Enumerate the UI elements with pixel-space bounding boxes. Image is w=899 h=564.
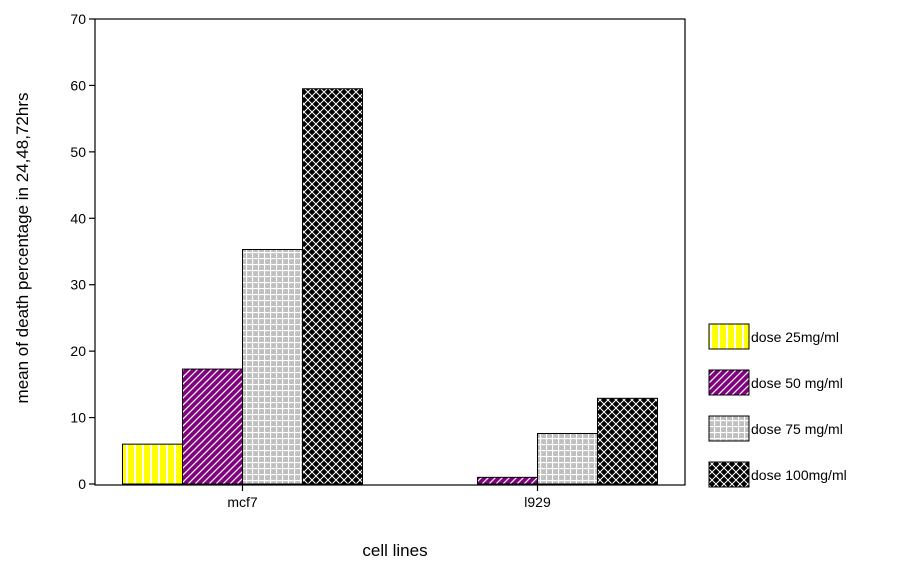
y-tick-label: 0 xyxy=(78,476,86,492)
bar xyxy=(537,433,598,485)
legend-swatch xyxy=(708,323,750,350)
bar xyxy=(242,249,303,485)
legend-label: dose 75 mg/ml xyxy=(751,421,843,437)
y-tick-label: 70 xyxy=(70,11,86,27)
y-tick-label: 60 xyxy=(70,77,86,93)
bar xyxy=(122,443,183,485)
legend-label: dose 100mg/ml xyxy=(751,467,847,483)
legend-label: dose 50 mg/ml xyxy=(751,375,843,391)
y-tick-label: 40 xyxy=(70,210,86,226)
legend: dose 25mg/ml dose 50 mg/ml dose 75 mg/ml do… xyxy=(708,323,847,488)
bar xyxy=(302,88,363,485)
y-tick-label: 20 xyxy=(70,343,86,359)
x-tick-label: mcf7 xyxy=(227,494,258,510)
legend-swatch xyxy=(708,461,750,488)
bars xyxy=(122,88,658,485)
legend-label: dose 25mg/ml xyxy=(751,329,839,345)
y-tick-label: 30 xyxy=(70,277,86,293)
y-axis: 0 10 20 30 40 50 60 70 xyxy=(70,11,95,492)
legend-swatch xyxy=(708,369,750,396)
plot-frame xyxy=(94,18,686,486)
x-tick-label: l929 xyxy=(524,494,551,510)
legend-swatch xyxy=(708,415,750,442)
y-axis-title: mean of death percentage in 24,48,72hrs xyxy=(13,93,32,404)
bar xyxy=(597,397,658,485)
y-tick-label: 10 xyxy=(70,410,86,426)
bar xyxy=(182,368,243,485)
x-axis-title: cell lines xyxy=(362,541,427,560)
y-tick-label: 50 xyxy=(70,144,86,160)
bar xyxy=(477,476,538,485)
x-axis: mcf7 l929 xyxy=(227,485,551,510)
